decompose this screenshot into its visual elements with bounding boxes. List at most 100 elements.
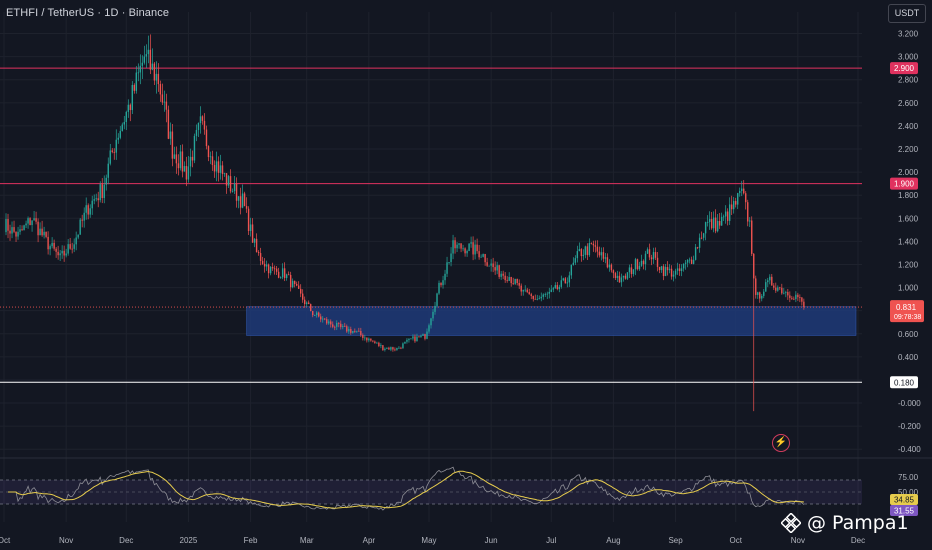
candle-body [378, 342, 380, 347]
candle-body [97, 198, 99, 201]
candle [241, 184, 244, 209]
candle [708, 211, 711, 230]
candle [741, 180, 743, 197]
candle [408, 338, 410, 343]
candle-body [496, 265, 498, 271]
candle-body [702, 233, 705, 238]
candle [326, 317, 328, 325]
candle [199, 106, 202, 134]
candle [799, 294, 801, 303]
candle-body [626, 272, 629, 279]
candle [656, 251, 659, 272]
lightning-icon[interactable]: ⚡ [772, 434, 790, 452]
candle [95, 193, 97, 202]
candle-body [297, 285, 300, 289]
candle-body [29, 218, 31, 225]
candle [93, 194, 95, 205]
candle-body [253, 238, 256, 243]
candle [111, 148, 113, 154]
candle-body [221, 165, 224, 174]
candle [568, 271, 571, 287]
candle [588, 238, 591, 257]
candle [360, 327, 362, 338]
candle-body [125, 111, 127, 122]
candle-body [113, 151, 115, 153]
candle-body [398, 347, 400, 349]
candle-body [692, 259, 695, 264]
candle-body [787, 292, 789, 296]
candle [398, 346, 400, 349]
candle-body [426, 331, 428, 339]
candle [374, 340, 376, 344]
candle-body [219, 165, 222, 173]
candle [392, 346, 394, 352]
currency-button[interactable]: USDT [888, 4, 926, 23]
candle-body [141, 62, 144, 66]
candle [227, 174, 230, 188]
candle-body [698, 237, 701, 248]
candle-body [143, 56, 146, 63]
candle-body [735, 201, 737, 205]
candle-body [522, 289, 524, 292]
candle [522, 289, 524, 296]
candle-body [584, 246, 587, 255]
candle [548, 287, 550, 299]
candle [279, 276, 282, 279]
candle-body [396, 347, 398, 350]
y-tick-label: 2.400 [898, 122, 919, 131]
candle-body [424, 334, 426, 339]
candle [61, 245, 63, 259]
candle-body [193, 135, 196, 161]
candle [195, 124, 198, 142]
candle [221, 161, 224, 181]
candle-body [33, 218, 35, 221]
candle-body [478, 251, 480, 258]
candles [5, 34, 805, 412]
candle-body [139, 65, 142, 73]
candle-body [5, 219, 7, 233]
candle-body [37, 221, 39, 236]
candle-body [149, 49, 152, 70]
x-tick-label: Jul [546, 536, 556, 545]
candle [77, 234, 79, 240]
candle-body [364, 337, 366, 339]
x-tick-label: May [421, 536, 436, 545]
candle-body [708, 219, 711, 222]
x-tick-label: Dec [851, 536, 865, 545]
candle-body [432, 311, 434, 319]
x-tick-label: Oct [729, 536, 742, 545]
candle-body [382, 345, 384, 350]
candle [283, 262, 286, 282]
candle-body [446, 262, 448, 274]
candle [726, 208, 729, 226]
countdown-label: 09:78:38 [894, 314, 921, 321]
candle-body [773, 285, 775, 288]
candle [767, 277, 769, 288]
candle [243, 191, 246, 207]
candle [584, 245, 587, 259]
candle [590, 242, 593, 245]
symbol-title[interactable]: ETHFI / TetherUS · 1D · Binance [6, 7, 170, 19]
candle [271, 262, 274, 271]
candle [253, 238, 256, 248]
candle-body [153, 63, 156, 81]
candle-body [155, 73, 158, 81]
candle-body [648, 249, 651, 258]
y-tick-label: 1.000 [898, 284, 919, 293]
candle [510, 276, 512, 287]
candle-body [344, 325, 346, 327]
candle-body [418, 336, 420, 338]
candle [13, 220, 15, 234]
candle [211, 150, 214, 171]
candle-body [283, 268, 286, 279]
candle [263, 258, 266, 273]
candle [638, 261, 641, 271]
candle [127, 99, 129, 118]
candle [777, 285, 779, 292]
candle [394, 347, 396, 352]
candle [404, 341, 406, 344]
candle [145, 44, 148, 68]
candle [153, 62, 156, 85]
candle [185, 156, 188, 187]
